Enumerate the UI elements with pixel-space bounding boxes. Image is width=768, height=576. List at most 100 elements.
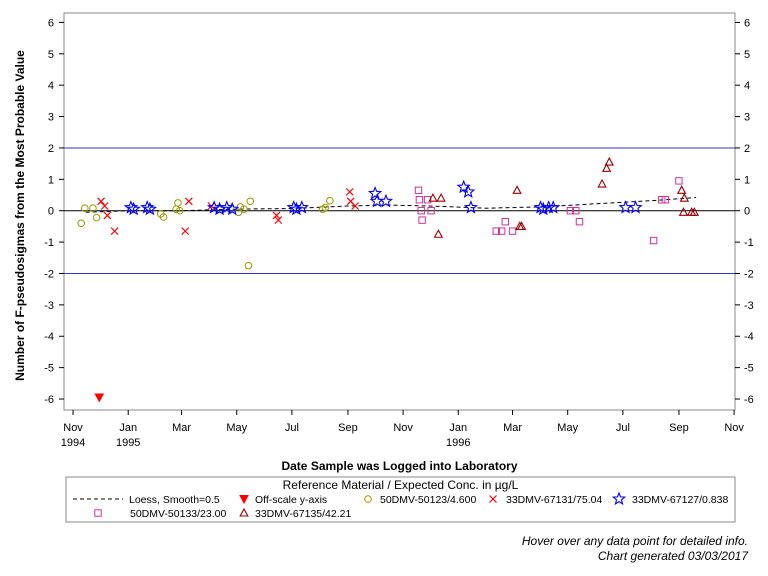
data-point [678,207,689,216]
data-point [94,393,105,403]
y-tick-label-right: -4 [744,331,754,343]
data-point [225,201,240,216]
x-tick-label: Nov [63,422,83,434]
x-tick-year-label: 1995 [116,437,140,449]
y-tick-label-right: 5 [744,49,750,61]
generated-note: Chart generated 03/03/2017 [597,549,748,563]
data-point [378,193,394,208]
x-tick-label: Sep [669,422,689,434]
data-point [367,185,383,200]
x-axis-label: Date Sample was Logged into Laboratory [281,459,517,473]
y-tick-label-right: -3 [744,300,754,312]
data-point [566,207,575,215]
data-point [676,185,687,194]
data-point [77,219,85,228]
x-tick-label: Mar [172,422,191,434]
data-point [604,156,615,166]
legend-label: 33DMV-67131/75.04 [506,494,602,506]
x-tick-label: May [226,422,247,434]
data-point [126,201,141,216]
x-tick-label: Jan [119,422,137,434]
x-tick-year-label: 1996 [446,437,470,449]
data-point [433,229,444,238]
x-tick-label: Jul [285,422,299,434]
legend-frame [65,476,736,523]
data-point [80,204,89,213]
data-point [597,178,607,188]
x-tick-label: May [557,422,578,434]
legend-marker [489,495,497,503]
y-tick-label-left: 3 [48,112,54,124]
data-point [679,193,690,202]
data-point [575,217,584,226]
legend-label: Off-scale y-axis [255,494,327,506]
y-tick-label-right: -5 [744,363,754,375]
data-point [184,197,193,206]
y-tick-label-right: 3 [744,112,750,124]
data-point [321,203,330,212]
y-tick-label-right: 2 [744,143,750,155]
data-point [492,227,500,235]
y-tick-label-left: -3 [44,300,54,312]
x-tick-label: Jul [616,422,630,434]
data-point [414,186,423,195]
y-tick-label-right: -6 [744,394,754,406]
legend-label: 33DMV-67127/0.838 [632,494,728,506]
legend-label: Loess, Smooth=0.5 [129,494,220,506]
y-tick-label-left: -5 [44,363,54,375]
data-point [351,202,360,210]
data-point [601,163,612,172]
legend-marker [364,495,372,503]
data-point [272,211,281,220]
y-axis-label: Number of F-pseudosigmas from the Most P… [13,50,27,381]
data-point [97,197,106,206]
data-point [463,200,479,214]
data-point [345,187,354,196]
data-point [274,216,283,225]
y-tick-label-left: 1 [48,174,54,186]
data-point [174,199,182,207]
x-tick-label: Nov [724,422,744,434]
y-tick-label-right: -2 [744,268,754,280]
data-point [244,261,253,270]
data-point [423,196,432,204]
legend-marker [239,507,249,517]
y-tick-label-right: 4 [744,80,750,92]
data-point [175,206,184,215]
y-tick-label-left: 5 [48,49,54,61]
legend-label: 50DMV-50123/4.600 [380,494,476,506]
data-point [418,216,426,224]
x-tick-label: Sep [338,422,358,434]
data-point [326,196,334,205]
y-tick-label-right: 1 [744,174,750,186]
x-tick-label: Jan [449,422,467,434]
data-point [289,201,304,216]
legend-label: 33DMV-67135/42.21 [255,508,351,520]
data-point [546,200,561,214]
y-tick-label-right: -1 [744,237,754,249]
data-point [501,217,510,226]
data-point [427,207,435,215]
y-tick-label-right: 0 [744,206,750,218]
data-point [294,200,309,214]
y-tick-label-left: -1 [44,237,54,249]
y-tick-label-left: -4 [44,331,54,343]
data-point [89,204,97,213]
data-point [92,213,101,222]
data-point [512,185,522,194]
x-tick-label: Nov [393,422,413,434]
data-point [415,196,424,204]
data-point [689,207,700,216]
y-tick-label-left: 2 [48,143,54,155]
y-tick-label-left: 4 [48,80,54,92]
x-tick-year-label: 1994 [61,437,85,449]
legend-marker [239,495,249,505]
legend-marker [611,491,627,506]
data-point [212,201,227,216]
data-point [541,200,556,214]
data-point [461,184,476,198]
data-point [436,193,446,202]
data-point [536,201,551,216]
legend-label: 50DMV-50133/23.00 [130,508,226,520]
data-point [508,227,517,235]
